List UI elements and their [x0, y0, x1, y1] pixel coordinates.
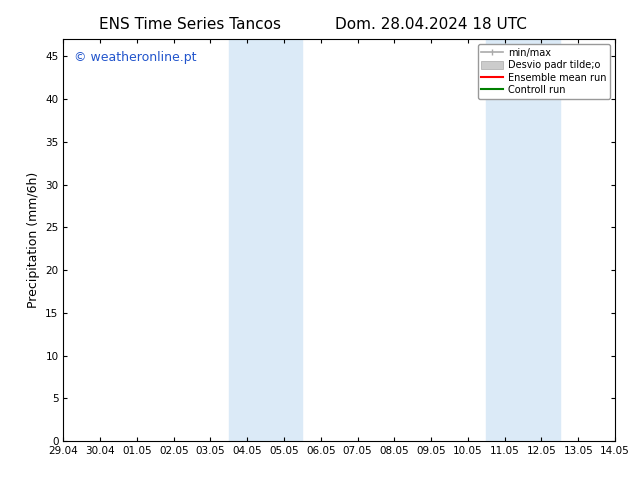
Legend: min/max, Desvio padr tilde;o, Ensemble mean run, Controll run: min/max, Desvio padr tilde;o, Ensemble m… — [477, 44, 610, 99]
Y-axis label: Precipitation (mm/6h): Precipitation (mm/6h) — [27, 172, 40, 308]
Bar — [229, 39, 302, 441]
Bar — [486, 39, 560, 441]
Text: © weatheronline.pt: © weatheronline.pt — [74, 51, 197, 64]
Text: ENS Time Series Tancos: ENS Time Series Tancos — [99, 17, 281, 32]
Text: Dom. 28.04.2024 18 UTC: Dom. 28.04.2024 18 UTC — [335, 17, 527, 32]
